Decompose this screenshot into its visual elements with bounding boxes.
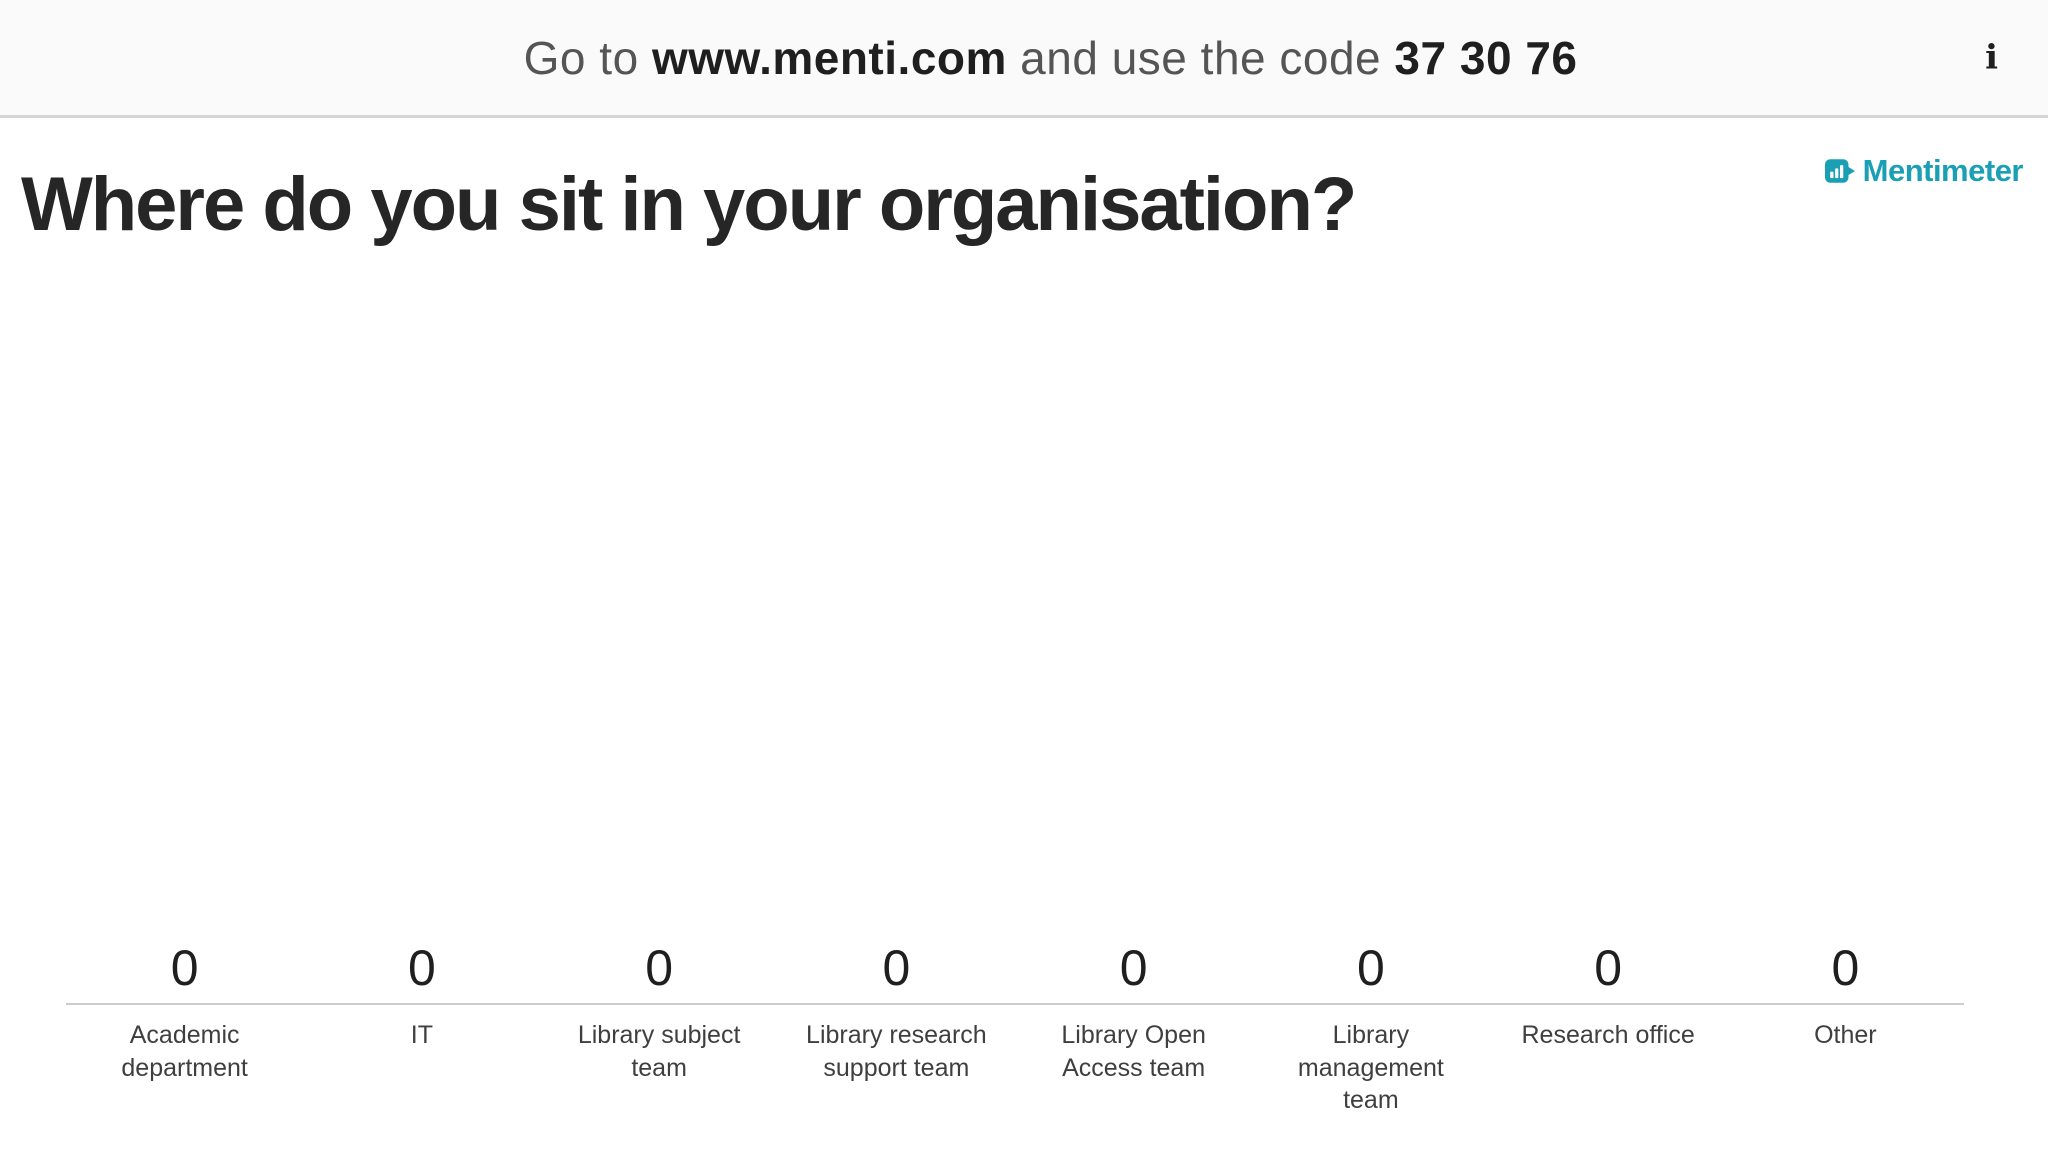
bar-value-label: 0 bbox=[1831, 940, 1860, 996]
category-label: Library research support team bbox=[806, 1021, 987, 1082]
chart-plot: 0 0 0 0 0 0 0 0 bbox=[66, 380, 1964, 1005]
category-label: Academic department bbox=[121, 1021, 248, 1082]
category-cell: Library research support team bbox=[778, 1005, 1015, 1117]
mentimeter-logo-icon bbox=[1824, 158, 1855, 183]
category-label: IT bbox=[410, 1021, 433, 1049]
chart-category-row: Academic department IT Library subject tea… bbox=[66, 1005, 1964, 1117]
question-title: Where do you sit in your organisation? bbox=[21, 162, 1357, 247]
join-url: www.menti.com bbox=[651, 31, 1007, 84]
category-label: Library subject team bbox=[577, 1021, 741, 1082]
chart-column: 0 bbox=[66, 380, 303, 1003]
info-icon[interactable]: i bbox=[1985, 36, 1998, 77]
chart-column: 0 bbox=[1252, 380, 1489, 1003]
category-cell: Academic department bbox=[66, 1005, 303, 1117]
category-cell: Library subject team bbox=[541, 1005, 778, 1117]
join-code: 37 30 76 bbox=[1394, 31, 1578, 84]
chart-column: 0 bbox=[778, 380, 1015, 1003]
category-label: Research office bbox=[1521, 1021, 1695, 1049]
chart-column: 0 bbox=[1490, 380, 1727, 1003]
category-label: Library Open Access team bbox=[1061, 1021, 1206, 1082]
chart-column: 0 bbox=[303, 380, 540, 1003]
category-cell: Library Open Access team bbox=[1015, 1005, 1252, 1117]
join-instruction-bar: Go to www.menti.com and use the code 37 … bbox=[0, 0, 2048, 118]
category-cell: Other bbox=[1727, 1005, 1964, 1117]
category-label: Library management team bbox=[1297, 1021, 1444, 1114]
bar-value-label: 0 bbox=[645, 940, 674, 996]
join-instruction-middle: and use the code bbox=[1006, 31, 1395, 84]
bar-value-label: 0 bbox=[1356, 940, 1385, 996]
join-instruction-prefix: Go to bbox=[523, 31, 652, 84]
bar-value-label: 0 bbox=[407, 940, 436, 996]
bar-value-label: 0 bbox=[882, 940, 911, 996]
bar-chart: 0 0 0 0 0 0 0 0 Academic department IT Library su… bbox=[66, 380, 1964, 1117]
category-cell: IT bbox=[303, 1005, 540, 1117]
category-cell: Library management team bbox=[1252, 1005, 1489, 1117]
mentimeter-logo: Mentimeter bbox=[1824, 153, 2024, 188]
mentimeter-logo-text: Mentimeter bbox=[1862, 153, 2024, 188]
join-instruction: Go to www.menti.com and use the code 37 … bbox=[471, 0, 1578, 139]
category-label: Other bbox=[1814, 1021, 1877, 1049]
chart-column: 0 bbox=[541, 380, 778, 1003]
bar-value-label: 0 bbox=[1594, 940, 1623, 996]
chart-column: 0 bbox=[1015, 380, 1252, 1003]
bar-value-label: 0 bbox=[1119, 940, 1148, 996]
chart-column: 0 bbox=[1727, 380, 1964, 1003]
category-cell: Research office bbox=[1490, 1005, 1727, 1117]
bar-value-label: 0 bbox=[170, 940, 199, 996]
